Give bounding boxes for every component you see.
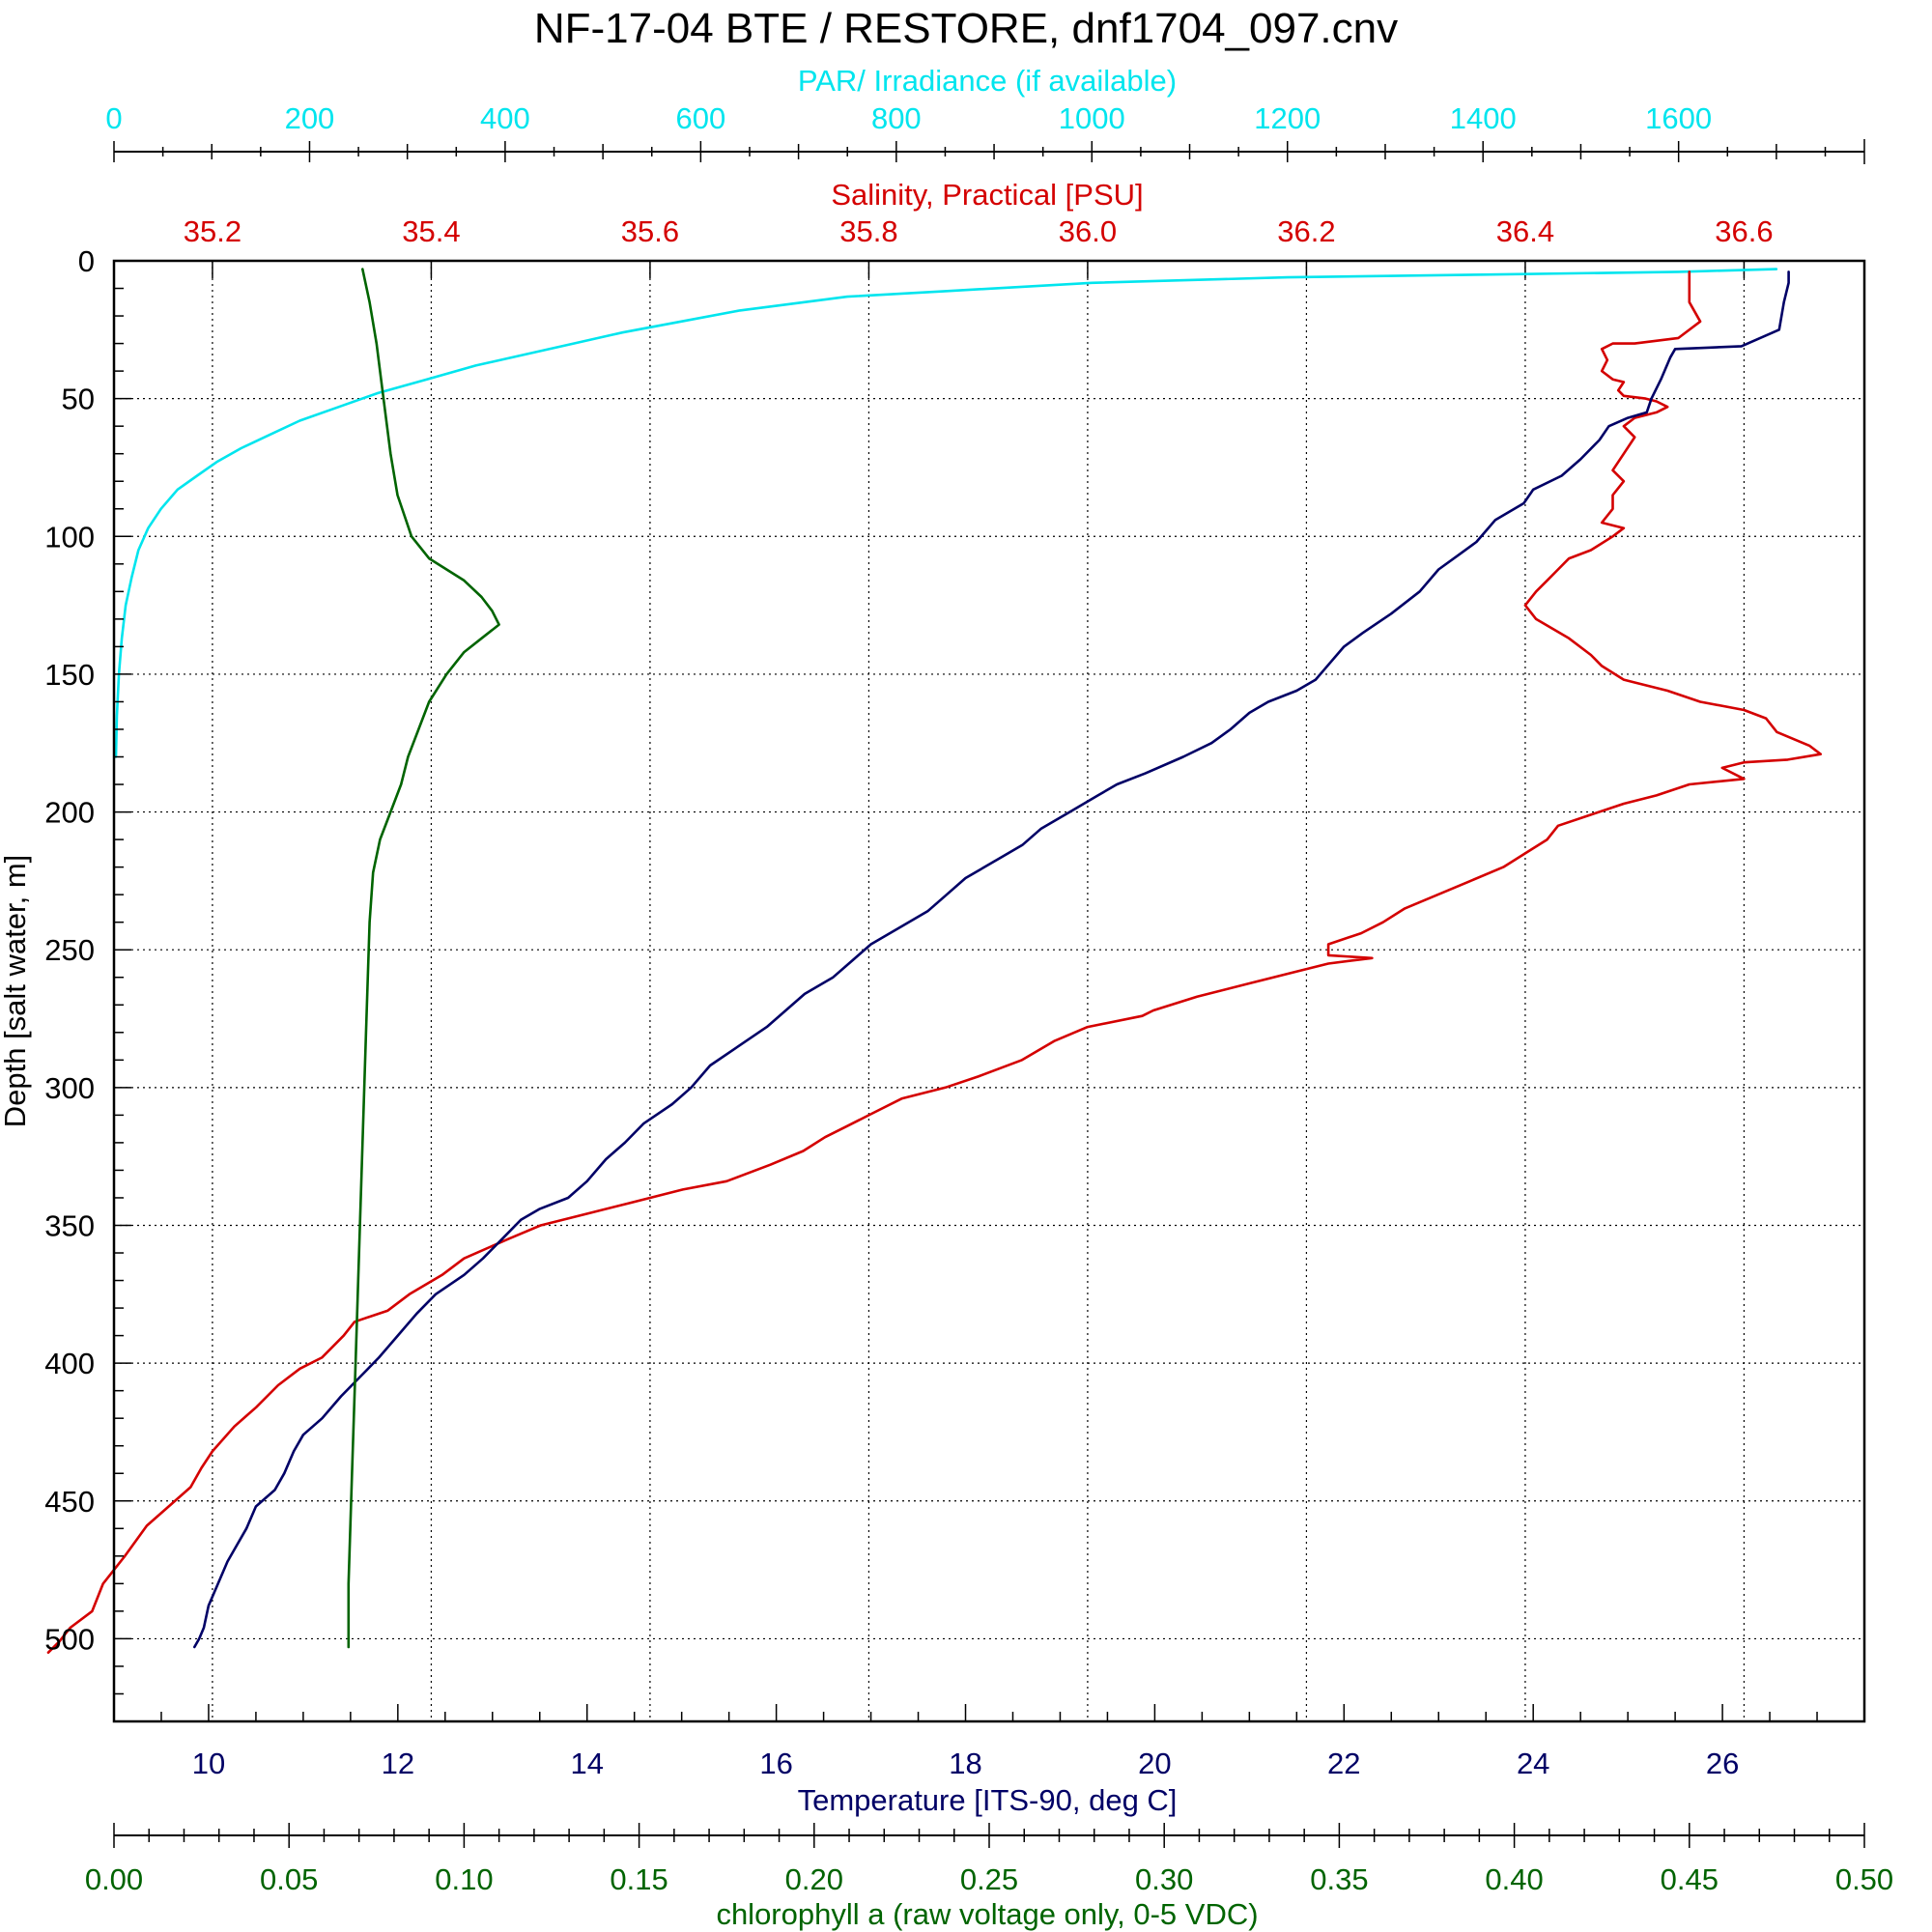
par-profile-line xyxy=(114,268,1778,758)
par-tick-label: 1400 xyxy=(1450,101,1517,135)
par-tick-label: 200 xyxy=(285,101,335,135)
temperature-tick-label: 20 xyxy=(1138,1747,1171,1780)
salinity-axis: 35.2 35.4 35.6 35.8 36.0 36.2 36.4 36.6 xyxy=(184,214,1774,278)
depth-tick-label: 400 xyxy=(44,1347,95,1380)
salinity-tick-label: 35.2 xyxy=(184,214,242,248)
depth-axis: 0 50 100 150 200 250 300 350 400 450 500 xyxy=(44,244,131,1722)
temperature-axis-title: Temperature [ITS-90, deg C] xyxy=(798,1783,1178,1817)
temperature-tick-label: 10 xyxy=(192,1747,225,1780)
chlorophyll-profile-line xyxy=(347,268,500,1649)
chart-title: NF-17-04 BTE / RESTORE, dnf1704_097.cnv xyxy=(534,5,1398,52)
par-tick-label: 0 xyxy=(105,101,122,135)
depth-tick-label: 500 xyxy=(44,1622,95,1656)
depth-tick-label: 50 xyxy=(62,383,95,416)
chlorophyll-axis-title: chlorophyll a (raw voltage only, 0-5 VDC… xyxy=(716,1897,1258,1931)
temperature-profile-line xyxy=(193,270,1790,1649)
par-tick-label: 1000 xyxy=(1059,101,1125,135)
par-tick-label: 1200 xyxy=(1254,101,1321,135)
par-tick-label: 800 xyxy=(871,101,922,135)
chlorophyll-tick-label: 0.05 xyxy=(260,1862,318,1896)
temperature-tick-label: 12 xyxy=(382,1747,414,1780)
depth-tick-label: 200 xyxy=(44,796,95,830)
temperature-tick-label: 16 xyxy=(759,1747,792,1780)
depth-tick-label: 250 xyxy=(44,933,95,967)
par-tick-label: 1600 xyxy=(1645,101,1712,135)
chlorophyll-tick-label: 0.10 xyxy=(435,1862,493,1896)
temperature-tick-label: 26 xyxy=(1706,1747,1739,1780)
grid-lines xyxy=(114,261,1864,1721)
depth-tick-label: 350 xyxy=(44,1208,95,1242)
depth-tick-label: 300 xyxy=(44,1071,95,1105)
data-series xyxy=(46,268,1822,1654)
plot-frame xyxy=(112,259,1866,1723)
salinity-tick-label: 36.6 xyxy=(1715,214,1773,248)
salinity-axis-title: Salinity, Practical [PSU] xyxy=(831,178,1143,212)
depth-axis-title: Depth [salt water, m] xyxy=(0,855,32,1128)
salinity-tick-label: 35.6 xyxy=(621,214,679,248)
salinity-tick-label: 35.8 xyxy=(839,214,897,248)
temperature-tick-label: 24 xyxy=(1517,1747,1549,1780)
chlorophyll-tick-label: 0.40 xyxy=(1485,1862,1543,1896)
salinity-tick-label: 36.0 xyxy=(1059,214,1117,248)
chlorophyll-tick-label: 0.30 xyxy=(1135,1862,1193,1896)
temperature-tick-label: 14 xyxy=(570,1747,603,1780)
chlorophyll-tick-label: 0.15 xyxy=(610,1862,668,1896)
temperature-axis: 10 12 14 16 18 20 22 24 26 xyxy=(113,1704,1865,1780)
temperature-tick-label: 22 xyxy=(1327,1747,1360,1780)
chlorophyll-tick-label: 0.00 xyxy=(85,1862,143,1896)
depth-tick-label: 150 xyxy=(44,658,95,692)
chlorophyll-tick-label: 0.20 xyxy=(785,1862,843,1896)
depth-tick-label: 450 xyxy=(44,1485,95,1519)
salinity-tick-label: 35.4 xyxy=(402,214,460,248)
depth-tick-label: 100 xyxy=(44,520,95,554)
temperature-tick-label: 18 xyxy=(949,1747,981,1780)
par-tick-label: 400 xyxy=(480,101,530,135)
par-axis: 0 200 400 600 800 1000 1200 1400 1600 xyxy=(105,101,1865,164)
chlorophyll-tick-label: 0.35 xyxy=(1310,1862,1368,1896)
salinity-profile-line xyxy=(46,270,1822,1654)
chlorophyll-tick-label: 0.25 xyxy=(960,1862,1018,1896)
chlorophyll-axis: 0.00 0.05 0.10 0.15 0.20 0.25 0.30 0.35 0.40 0.45… xyxy=(85,1823,1893,1896)
chlorophyll-tick-label: 0.50 xyxy=(1835,1862,1893,1896)
salinity-tick-label: 36.2 xyxy=(1277,214,1335,248)
par-tick-label: 600 xyxy=(676,101,726,135)
chlorophyll-tick-label: 0.45 xyxy=(1661,1862,1719,1896)
salinity-tick-label: 36.4 xyxy=(1496,214,1554,248)
par-axis-title: PAR/ Irradiance (if available) xyxy=(798,64,1177,98)
depth-tick-label: 0 xyxy=(78,244,95,278)
